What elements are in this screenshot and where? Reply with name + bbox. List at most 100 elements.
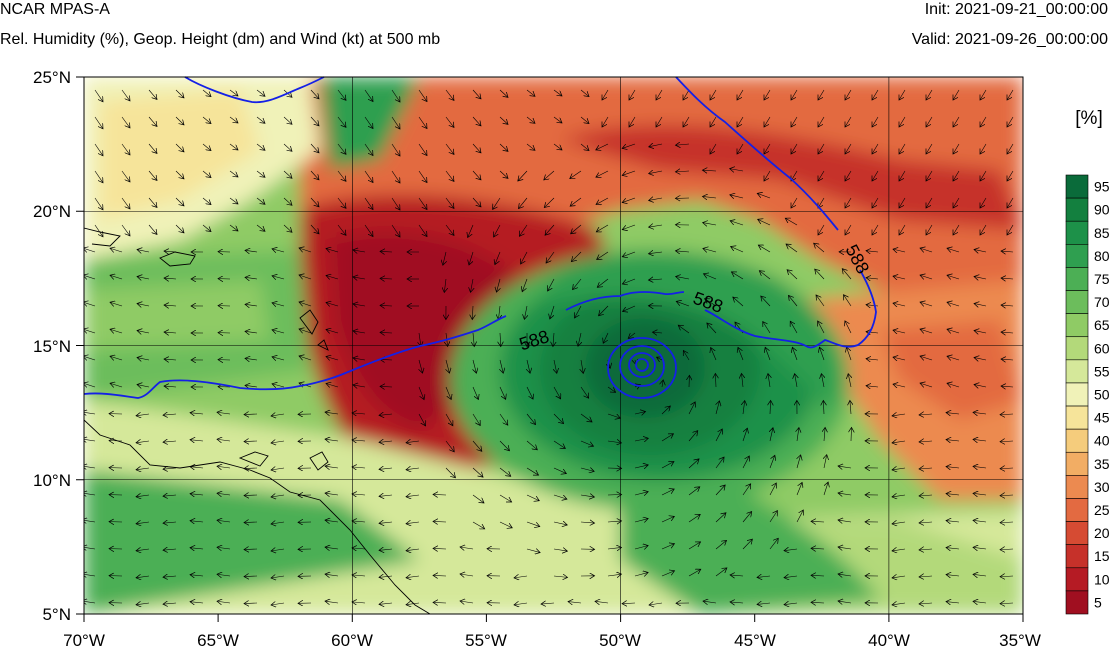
wind-arrow (848, 374, 851, 388)
wind-arrow (460, 574, 474, 576)
wind-arrow (715, 373, 716, 388)
wind-arrow (325, 547, 339, 549)
wind-arrow (499, 386, 506, 399)
wind-arrow (163, 441, 177, 442)
wind-arrow (649, 252, 663, 254)
wind-arrow (94, 143, 103, 156)
wind-arrow (364, 197, 373, 210)
wind-arrow (353, 277, 366, 279)
wind-arrow (164, 332, 177, 333)
wind-arrow (742, 456, 749, 469)
wind-arrow (353, 358, 366, 360)
lat-label-25: 25°N (33, 68, 71, 87)
wind-arrow (974, 384, 987, 387)
wind-arrow (742, 512, 752, 523)
wind-arrow (217, 520, 231, 522)
wind-arrow (499, 494, 512, 502)
colorbar-label: 40 (1094, 433, 1110, 449)
wind-arrow (595, 601, 609, 603)
wind-arrow (818, 116, 825, 127)
wind-arrow (838, 466, 852, 468)
wind-arrow (137, 331, 150, 333)
wind-arrow (499, 116, 508, 124)
wind-arrow (110, 356, 123, 360)
wind-arrow (607, 547, 622, 549)
wind-arrow (791, 89, 798, 100)
wind-arrow (842, 269, 852, 280)
wind-arrow (364, 170, 373, 183)
wind-arrow (283, 116, 292, 124)
wind-arrow (272, 276, 285, 279)
colorbar-swatch (1065, 382, 1089, 407)
wind-arrow (661, 489, 674, 496)
wind-arrow (518, 170, 528, 181)
wind-arrow (580, 143, 589, 151)
wind-arrow (553, 440, 565, 448)
wind-arrow (445, 89, 454, 100)
wind-arrow (980, 143, 987, 154)
wind-arrow (283, 197, 292, 205)
wind-arrow (676, 301, 690, 307)
wind-arrow (121, 143, 130, 155)
wind-arrow (136, 468, 150, 470)
wind-arrow (769, 455, 775, 469)
wind-arrow (649, 144, 663, 147)
wind-arrow (379, 522, 393, 523)
wind-arrow (892, 414, 906, 416)
wind-arrow (770, 428, 773, 442)
wind-arrow (244, 603, 258, 604)
wind-arrow (661, 406, 670, 415)
wind-arrow (847, 347, 852, 361)
wind-arrow (634, 465, 648, 468)
wind-arrow (445, 116, 454, 127)
wind-arrow (526, 386, 533, 399)
wind-arrow (596, 197, 609, 204)
wind-arrow (707, 323, 717, 334)
wind-arrow (596, 143, 609, 150)
wind-arrow (470, 278, 473, 292)
wind-arrow (352, 494, 366, 495)
wind-arrow (953, 224, 960, 235)
wind-arrow (629, 89, 636, 100)
wind-arrow (136, 441, 150, 443)
wind-arrow (926, 89, 933, 100)
wind-arrow (391, 170, 400, 183)
wind-arrow (872, 143, 879, 154)
valid-time: Valid: 2021-09-26_00:00:00 (911, 31, 1108, 48)
wind-arrow (757, 193, 771, 199)
wind-arrow (795, 374, 797, 388)
wind-arrow (244, 468, 258, 469)
wind-arrow (514, 576, 528, 578)
wind-arrow (553, 522, 567, 525)
wind-arrow (271, 414, 285, 416)
wind-arrow (926, 116, 933, 127)
wind-arrow (570, 170, 582, 179)
wind-arrow (445, 413, 453, 426)
wind-arrow (811, 521, 825, 522)
wind-arrow (872, 89, 879, 100)
wind-arrow (893, 303, 906, 306)
wind-arrow (418, 143, 427, 156)
wind-arrow (797, 455, 801, 469)
wind-arrow (711, 348, 717, 361)
wind-arrow (499, 170, 508, 178)
wind-arrow (548, 278, 555, 291)
wind-arrow (716, 401, 719, 415)
wind-arrow (730, 602, 744, 603)
wind-arrow (190, 521, 204, 522)
wind-arrow (245, 331, 258, 333)
wind-arrow (683, 350, 690, 361)
colorbar-swatch (1065, 244, 1089, 268)
wind-arrow (433, 494, 447, 495)
wind-arrow (678, 325, 690, 334)
wind-arrow (148, 170, 157, 180)
wind-arrow (326, 329, 339, 333)
wind-arrow (84, 356, 96, 360)
colorbar-label: 50 (1094, 387, 1110, 403)
wind-arrow (380, 251, 393, 252)
lon-label-40w: 40°W (868, 631, 910, 650)
wind-arrow (352, 413, 366, 414)
wind-arrow (784, 576, 798, 578)
wind-arrow (838, 520, 852, 522)
wind-arrow (299, 329, 312, 333)
